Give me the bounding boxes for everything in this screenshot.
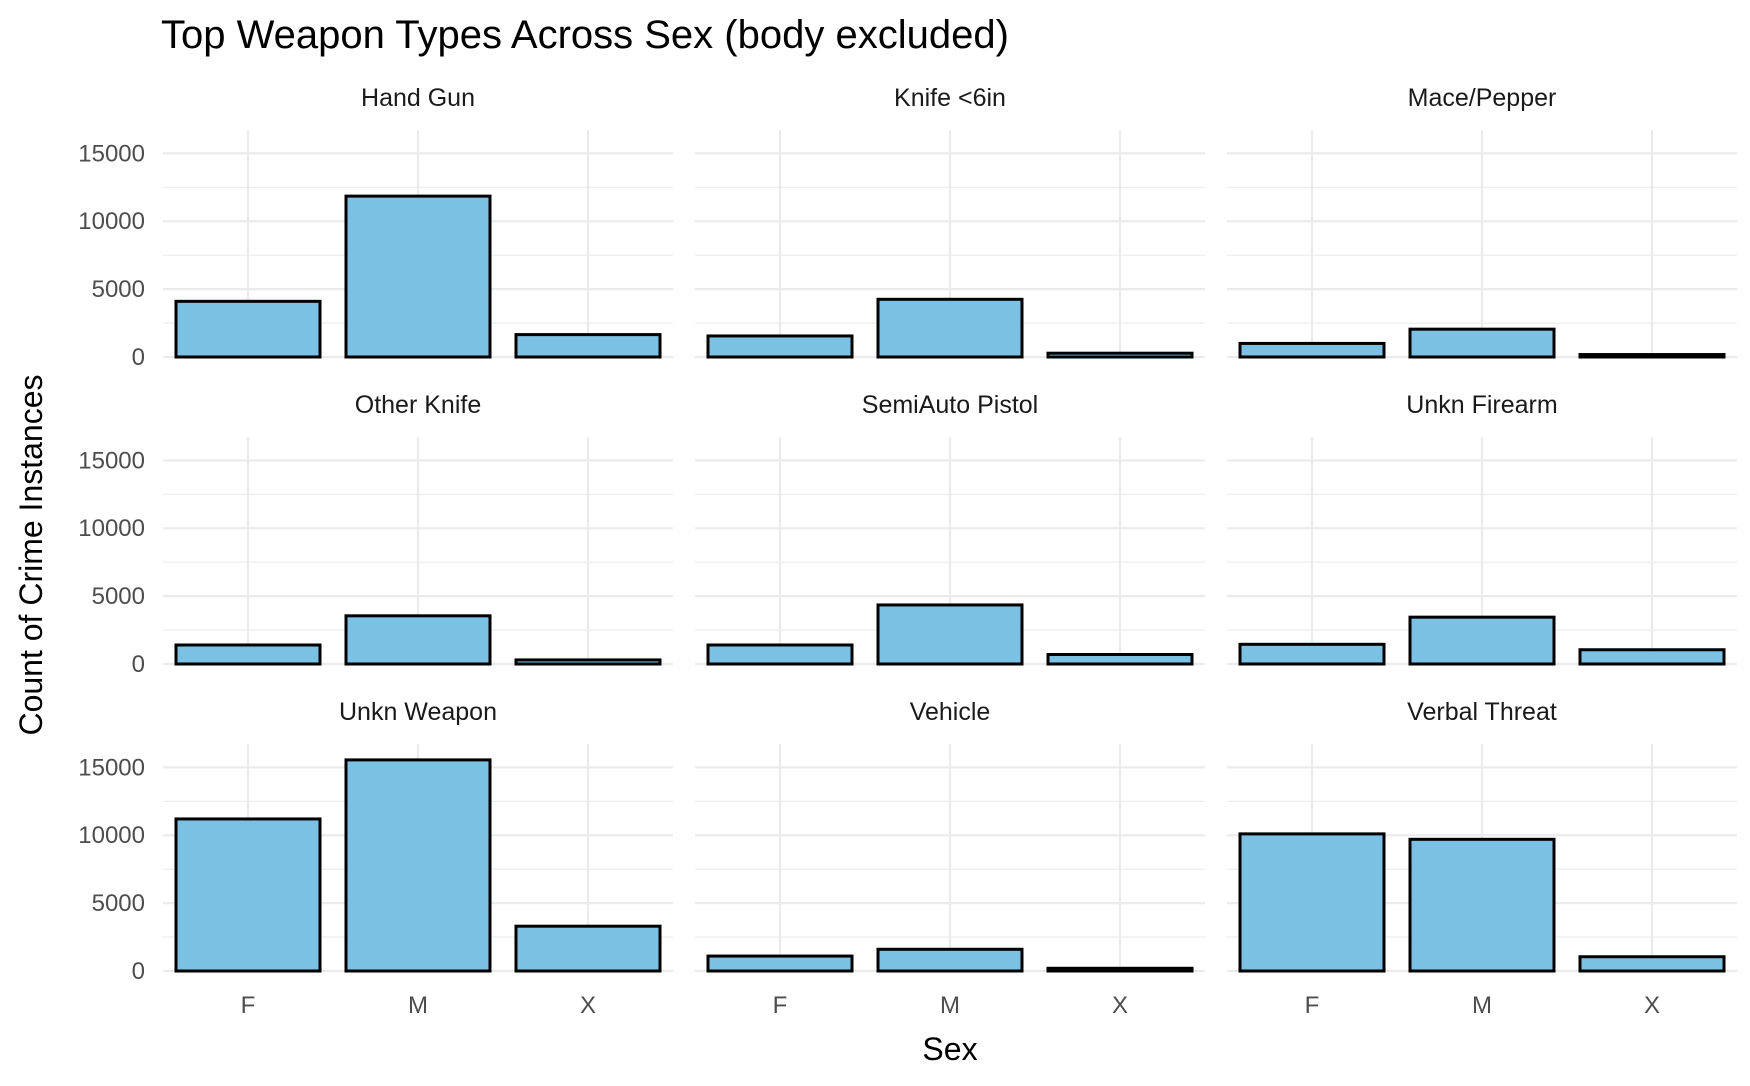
y-tick-label: 15000 <box>78 447 145 474</box>
facet-panels: Hand Gun 0 5000 10000 15000 Knife <6in Mace/Pe… <box>78 84 1737 1019</box>
facet-panel: Vehicle F M X <box>695 698 1205 1019</box>
facet-panel: Verbal Threat F M X <box>1227 698 1737 1019</box>
x-axis-title: Sex <box>922 1031 977 1067</box>
y-tick-label: 15000 <box>78 754 145 781</box>
facet-label: Verbal Threat <box>1407 698 1557 726</box>
y-tick-label: 5000 <box>92 276 145 303</box>
facet-label: Other Knife <box>355 391 481 419</box>
facet-panel: Mace/Pepper <box>1227 84 1737 359</box>
bar-F <box>1238 341 1386 359</box>
facet-panel: Hand Gun 0 5000 10000 15000 <box>78 84 673 371</box>
facet-label: Unkn Weapon <box>339 698 497 726</box>
y-tick-label: 10000 <box>78 822 145 849</box>
y-tick-label: 0 <box>132 651 145 678</box>
x-tick-label: X <box>1112 992 1128 1019</box>
x-tick-label: F <box>773 992 788 1019</box>
bar-X <box>1578 648 1726 666</box>
y-tick-label: 5000 <box>92 583 145 610</box>
facet-panel: Knife <6in <box>695 84 1205 359</box>
bar-M <box>344 614 492 666</box>
bar-X <box>1578 353 1726 359</box>
facet-label: Vehicle <box>910 698 991 726</box>
bar-F <box>174 643 322 666</box>
facet-panel: Unkn Firearm <box>1227 391 1737 666</box>
bar-F <box>706 643 854 666</box>
y-tick-label: 10000 <box>78 208 145 235</box>
bar-M <box>344 194 492 359</box>
x-tick-label: M <box>940 992 960 1019</box>
y-tick-label: 15000 <box>78 140 145 167</box>
bar-F <box>174 299 322 359</box>
facet-label: Hand Gun <box>361 84 475 112</box>
y-tick-label: 0 <box>132 344 145 371</box>
bar-X <box>514 924 662 973</box>
bar-F <box>706 334 854 359</box>
facet-panel: Unkn Weapon 0 5000 10000 15000 F M X <box>78 698 673 1019</box>
x-tick-label: X <box>580 992 596 1019</box>
bar-F <box>706 954 854 973</box>
facet-panel: SemiAuto Pistol <box>695 391 1205 666</box>
bar-F <box>1238 642 1386 666</box>
facet-panel: Other Knife 0 5000 10000 15000 <box>78 391 673 678</box>
bar-X <box>1046 966 1194 973</box>
bar-M <box>876 603 1024 666</box>
x-tick-label: F <box>1305 992 1320 1019</box>
y-tick-label: 5000 <box>92 890 145 917</box>
bar-X <box>514 658 662 666</box>
bar-F <box>1238 832 1386 973</box>
x-tick-label: F <box>241 992 256 1019</box>
x-tick-label: M <box>1472 992 1492 1019</box>
bar-M <box>1408 615 1556 666</box>
facet-label: Unkn Firearm <box>1406 391 1557 419</box>
chart-title: Top Weapon Types Across Sex (body exclud… <box>161 13 1009 57</box>
bar-X <box>514 333 662 359</box>
y-tick-label: 0 <box>132 958 145 985</box>
facet-label: Knife <6in <box>894 84 1006 112</box>
x-tick-label: X <box>1644 992 1660 1019</box>
x-tick-label: M <box>408 992 428 1019</box>
bar-X <box>1046 351 1194 359</box>
bar-X <box>1046 652 1194 666</box>
y-tick-label: 10000 <box>78 515 145 542</box>
bar-M <box>1408 327 1556 359</box>
bar-F <box>174 817 322 973</box>
bar-M <box>876 297 1024 359</box>
bar-X <box>1578 955 1726 973</box>
y-axis-title: Count of Crime Instances <box>13 374 49 735</box>
bar-M <box>876 947 1024 973</box>
facet-label: SemiAuto Pistol <box>862 391 1038 419</box>
facet-label: Mace/Pepper <box>1408 84 1557 112</box>
bar-M <box>344 758 492 973</box>
bar-M <box>1408 837 1556 973</box>
